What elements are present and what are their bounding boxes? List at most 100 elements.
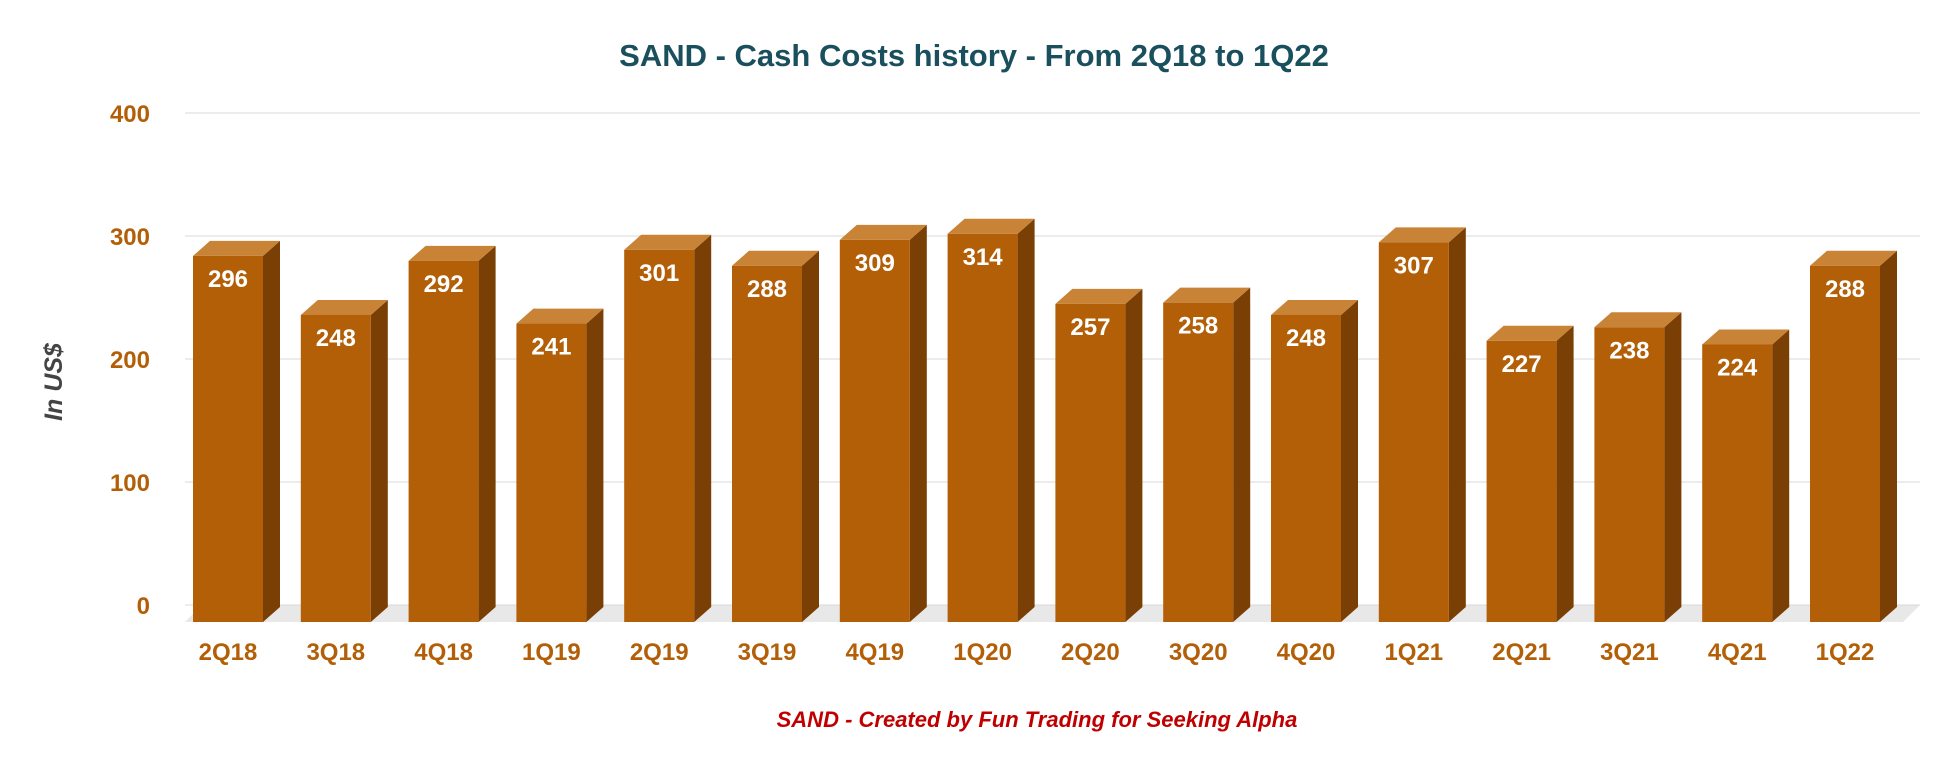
y-tick-label: 100 <box>110 470 150 497</box>
bar-value-label: 288 <box>1825 276 1865 303</box>
bar-value-label: 248 <box>316 325 356 352</box>
bar-value-label: 309 <box>855 250 895 277</box>
bar-front <box>1486 340 1557 622</box>
bar-value-label: 258 <box>1178 313 1218 340</box>
bar-value-label: 301 <box>639 260 679 287</box>
bar-top <box>408 245 496 261</box>
x-tick-label: 3Q18 <box>306 639 365 666</box>
bar: 288 <box>732 250 819 622</box>
x-tick-label: 4Q18 <box>414 639 473 666</box>
bar: 224 <box>1702 329 1790 622</box>
bar-top <box>1378 227 1466 243</box>
bar-side <box>1125 288 1143 622</box>
bar-top <box>947 218 1035 234</box>
bar-front <box>1702 344 1773 622</box>
bar: 258 <box>1163 287 1251 622</box>
bar-top <box>1594 312 1682 328</box>
x-tick-label: 2Q20 <box>1061 639 1120 666</box>
bar: 248 <box>1271 299 1358 622</box>
x-axis-ticks: 2Q18 3Q18 4Q18 1Q19 2Q19 3Q19 4Q19 1Q20 2Q20 3Q20… <box>199 639 1875 666</box>
x-tick-label: 2Q21 <box>1492 639 1551 666</box>
bar-side <box>586 308 604 622</box>
x-tick-label: 3Q21 <box>1600 639 1659 666</box>
bar-front <box>1055 303 1126 622</box>
chart-caption: SAND - Created by Fun Trading for Seekin… <box>777 707 1298 732</box>
bar-side <box>370 299 388 622</box>
bar-top <box>1702 329 1790 345</box>
bar: 292 <box>408 245 496 622</box>
y-tick-label: 200 <box>110 347 150 374</box>
bar-value-label: 241 <box>531 334 571 361</box>
bar-top <box>1810 250 1897 266</box>
x-tick-label: 1Q21 <box>1384 639 1443 666</box>
bar: 257 <box>1055 288 1143 622</box>
bar-top <box>1486 325 1574 341</box>
x-tick-label: 4Q20 <box>1277 639 1336 666</box>
bar-side <box>1233 287 1251 622</box>
bar: 296 <box>193 240 280 623</box>
chart-title: SAND - Cash Costs history - From 2Q18 to… <box>619 38 1329 73</box>
bar-top <box>193 240 280 256</box>
x-tick-label: 3Q19 <box>738 639 797 666</box>
x-tick-label: 4Q19 <box>845 639 904 666</box>
bar-side <box>694 234 712 622</box>
x-tick-label: 1Q20 <box>953 639 1012 666</box>
bar-top <box>624 234 712 250</box>
bar-top <box>1163 287 1251 303</box>
y-tick-label: 300 <box>110 224 150 251</box>
bar-front <box>624 249 695 622</box>
bar-value-label: 292 <box>424 271 464 298</box>
bar-side <box>1772 329 1790 622</box>
x-tick-label: 4Q21 <box>1708 639 1767 666</box>
bar-side <box>478 245 496 622</box>
bar-front <box>732 265 802 622</box>
bar-side <box>909 224 927 622</box>
y-axis-ticks: 0 100 200 300 400 <box>110 101 150 620</box>
bar-front <box>408 260 479 622</box>
bar-front <box>1271 314 1341 622</box>
bar-side <box>1017 218 1035 622</box>
bar-side <box>1880 250 1897 622</box>
bar-front <box>947 233 1018 622</box>
bar-top <box>1055 288 1143 304</box>
bar-side <box>1341 299 1358 622</box>
bar: 238 <box>1594 312 1682 622</box>
bar-value-label: 314 <box>963 244 1004 271</box>
bar-side <box>1448 227 1466 622</box>
bar-front <box>839 239 910 622</box>
bar-top <box>1271 299 1358 315</box>
bar-value-label: 224 <box>1717 354 1758 381</box>
bar-side <box>802 250 819 622</box>
bar-value-label: 296 <box>208 266 248 293</box>
x-tick-label: 1Q22 <box>1816 639 1875 666</box>
x-tick-label: 2Q18 <box>199 639 258 666</box>
y-tick-label: 0 <box>137 593 150 620</box>
chart-floor <box>185 605 1920 622</box>
bar-value-label: 238 <box>1609 337 1649 364</box>
bar: 288 <box>1810 250 1897 622</box>
bar: 301 <box>624 234 712 622</box>
x-tick-label: 2Q19 <box>630 639 689 666</box>
bar-top <box>300 299 388 315</box>
bars: 296 248 292 241 301 288 309 314 257 258 248 307 227 2… <box>193 218 1897 623</box>
bar-front <box>300 314 371 622</box>
bar: 314 <box>947 218 1035 622</box>
bar-front <box>1810 265 1880 622</box>
bar-value-label: 257 <box>1070 314 1110 341</box>
y-tick-label: 400 <box>110 101 150 128</box>
bar-side <box>1556 325 1574 622</box>
bar-front <box>1163 302 1234 622</box>
bar-top <box>516 308 604 324</box>
bar-value-label: 227 <box>1502 351 1542 378</box>
y-axis-label: In US$ <box>40 342 68 421</box>
bar-front <box>1594 327 1665 622</box>
bar-front <box>516 323 587 622</box>
bar-side <box>1664 312 1682 622</box>
bar: 309 <box>839 224 927 622</box>
bar: 248 <box>300 299 388 622</box>
bar: 307 <box>1378 227 1466 622</box>
bar: 227 <box>1486 325 1574 622</box>
x-tick-label: 3Q20 <box>1169 639 1228 666</box>
bar-front <box>193 255 263 623</box>
